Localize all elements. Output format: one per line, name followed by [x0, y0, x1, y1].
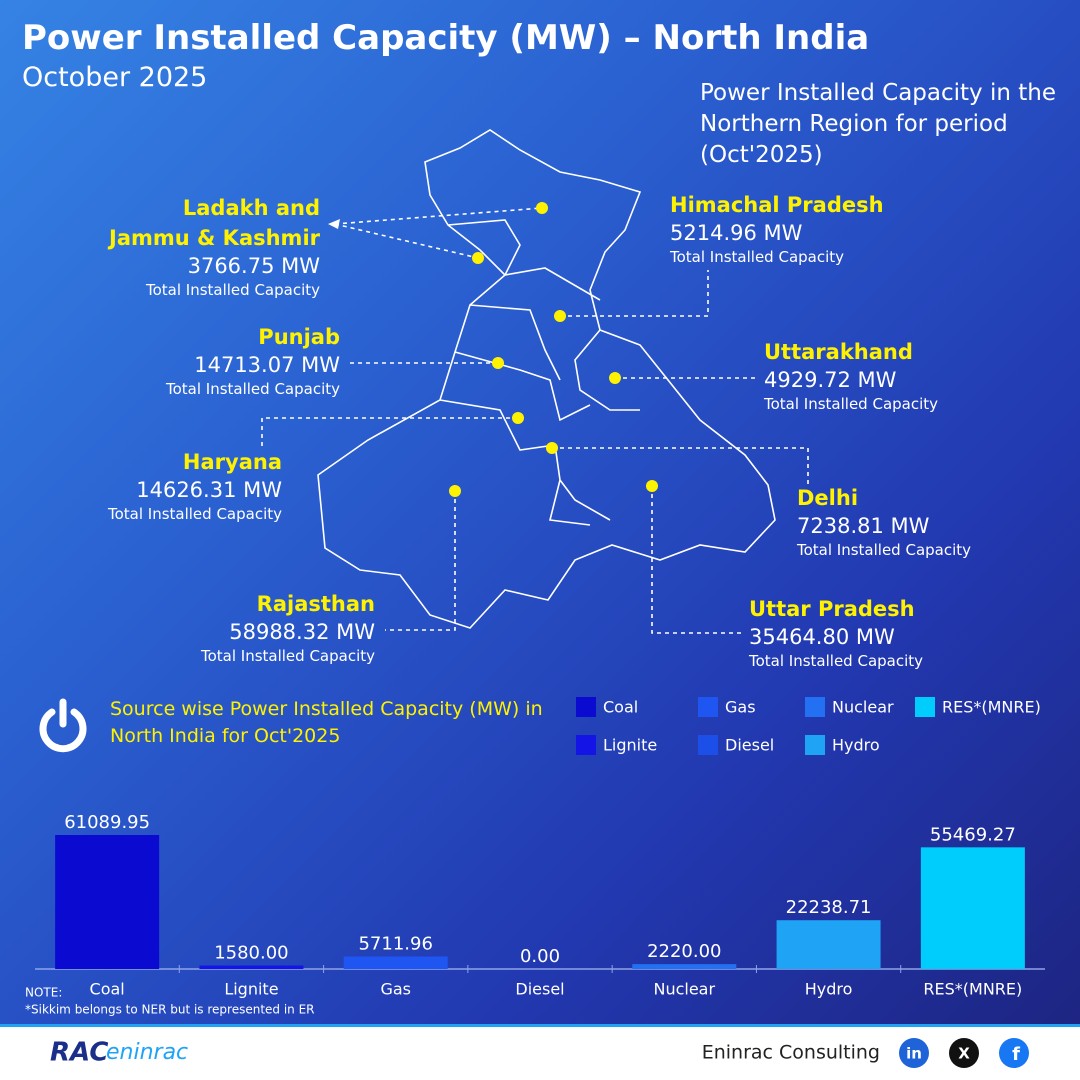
- legend-swatch: [805, 735, 825, 755]
- bar: [343, 956, 448, 969]
- x-label[interactable]: X: [958, 1045, 970, 1063]
- state-dots: [449, 202, 658, 497]
- state-caption: Total Installed Capacity: [200, 647, 375, 665]
- legend-swatch: [805, 697, 825, 717]
- state-name: Punjab: [258, 325, 340, 349]
- legend-label: Hydro: [832, 736, 880, 755]
- facebook-label[interactable]: f: [1012, 1044, 1020, 1065]
- linkedin-icon[interactable]: [899, 1038, 929, 1068]
- x-tick-label: Coal: [90, 980, 125, 999]
- state-capacity: 3766.75 MW: [187, 254, 320, 278]
- facebook-icon[interactable]: [999, 1038, 1029, 1068]
- state-capacity: 35464.80 MW: [749, 625, 895, 649]
- subtitle: October 2025: [22, 62, 208, 93]
- state-label: Punjab 14713.07 MW Total Installed Capacit…: [140, 322, 340, 400]
- company: Eninrac Consulting: [702, 1042, 880, 1064]
- state-caption: Total Installed Capacity: [797, 541, 972, 559]
- footer-graphics: RAC eninrac Eninrac Consulting in X f: [50, 1038, 1029, 1068]
- state-name: Uttarakhand: [764, 340, 913, 364]
- x-icon[interactable]: [949, 1038, 979, 1068]
- footer: RAC eninrac Eninrac Consulting in X f: [0, 1024, 1080, 1080]
- value-label: 1580.00: [214, 943, 288, 964]
- state-name: Rajasthan: [256, 592, 375, 616]
- logo-text: eninrac: [106, 1040, 188, 1065]
- bar: [55, 835, 160, 969]
- legend-swatch: [576, 697, 596, 717]
- note-label: NOTE:: [25, 986, 62, 1000]
- state-label: Uttar Pradesh 35464.80 MW Total Installed …: [749, 594, 923, 672]
- state-caption: Total Installed Capacity: [764, 395, 939, 413]
- bar: [632, 964, 737, 969]
- linkedin-label[interactable]: in: [906, 1045, 922, 1063]
- legend-swatch: [915, 697, 935, 717]
- state-capacity: 5214.96 MW: [670, 221, 803, 245]
- leader-lines: [261, 207, 809, 634]
- chart-title: Source wise Power Installed Capacity (MW…: [110, 698, 543, 747]
- value-label: 5711.96: [358, 933, 432, 954]
- value-label: 22238.71: [786, 897, 872, 918]
- value-label: 55469.27: [930, 824, 1016, 845]
- state-name: Uttar Pradesh: [749, 597, 915, 621]
- legend-label: Coal: [603, 698, 638, 717]
- value-label: 61089.95: [64, 812, 150, 833]
- x-tick-label: Diesel: [515, 980, 564, 999]
- state-label: Rajasthan 58988.32 MW Total Installed Capa…: [170, 589, 375, 667]
- state-caption: Total Installed Capacity: [145, 281, 320, 299]
- note: *Sikkim belongs to NER but is represente…: [25, 1003, 315, 1017]
- state-name: Delhi: [797, 486, 859, 510]
- legend-label: RES*(MNRE): [942, 698, 1041, 717]
- power-icon: [39, 698, 87, 753]
- x-tick-label: Hydro: [805, 980, 853, 999]
- x-tick-label: Lignite: [224, 980, 278, 999]
- state-name: Ladakh and Jammu & Kashmir: [109, 196, 320, 250]
- x-tick-label: Nuclear: [653, 980, 715, 999]
- legend-swatch: [698, 735, 718, 755]
- value-label: 2220.00: [647, 941, 721, 962]
- legend-label: Gas: [725, 698, 756, 717]
- state-capacity: 14626.31 MW: [136, 478, 282, 502]
- state-capacity: 7238.81 MW: [797, 514, 930, 538]
- state-capacity: 14713.07 MW: [194, 353, 340, 377]
- state-caption: Total Installed Capacity: [107, 505, 282, 523]
- legend-label: Diesel: [725, 736, 774, 755]
- value-label: 0.00: [520, 946, 560, 967]
- x-tick-label: RES*(MNRE): [923, 980, 1022, 999]
- state-name: Himachal Pradesh: [670, 193, 884, 217]
- state-capacity: 58988.32 MW: [229, 620, 375, 644]
- state-caption: Total Installed Capacity: [670, 248, 845, 266]
- state-capacity: 4929.72 MW: [764, 368, 897, 392]
- title: Power Installed Capacity (MW) – North In…: [22, 18, 870, 58]
- state-label: Haryana 14626.31 MW Total Installed Capaci…: [80, 447, 282, 525]
- state-label: Himachal Pradesh 5214.96 MW Total Installe…: [670, 190, 884, 268]
- state-label: Ladakh and Jammu & Kashmir 3766.75 MW Tota…: [105, 193, 320, 301]
- bar: [199, 965, 304, 969]
- legend-swatch: [576, 735, 596, 755]
- state-name: Haryana: [182, 450, 282, 474]
- bar: [920, 847, 1025, 969]
- state-caption: Total Installed Capacity: [165, 380, 340, 398]
- legend-label: Lignite: [603, 736, 657, 755]
- legend-label: Nuclear: [832, 698, 894, 717]
- arrow-head: [328, 219, 340, 229]
- logo-mark: RAC: [50, 1038, 108, 1068]
- state-label: Uttarakhand 4929.72 MW Total Installed Cap…: [764, 337, 938, 415]
- state-label: Delhi 7238.81 MW Total Installed Capacity: [797, 483, 971, 561]
- map-description: Power Installed Capacity in the Northern…: [700, 80, 1056, 168]
- x-tick-label: Gas: [380, 980, 411, 999]
- state-caption: Total Installed Capacity: [749, 652, 924, 670]
- legend-swatch: [698, 697, 718, 717]
- bar: [776, 920, 881, 969]
